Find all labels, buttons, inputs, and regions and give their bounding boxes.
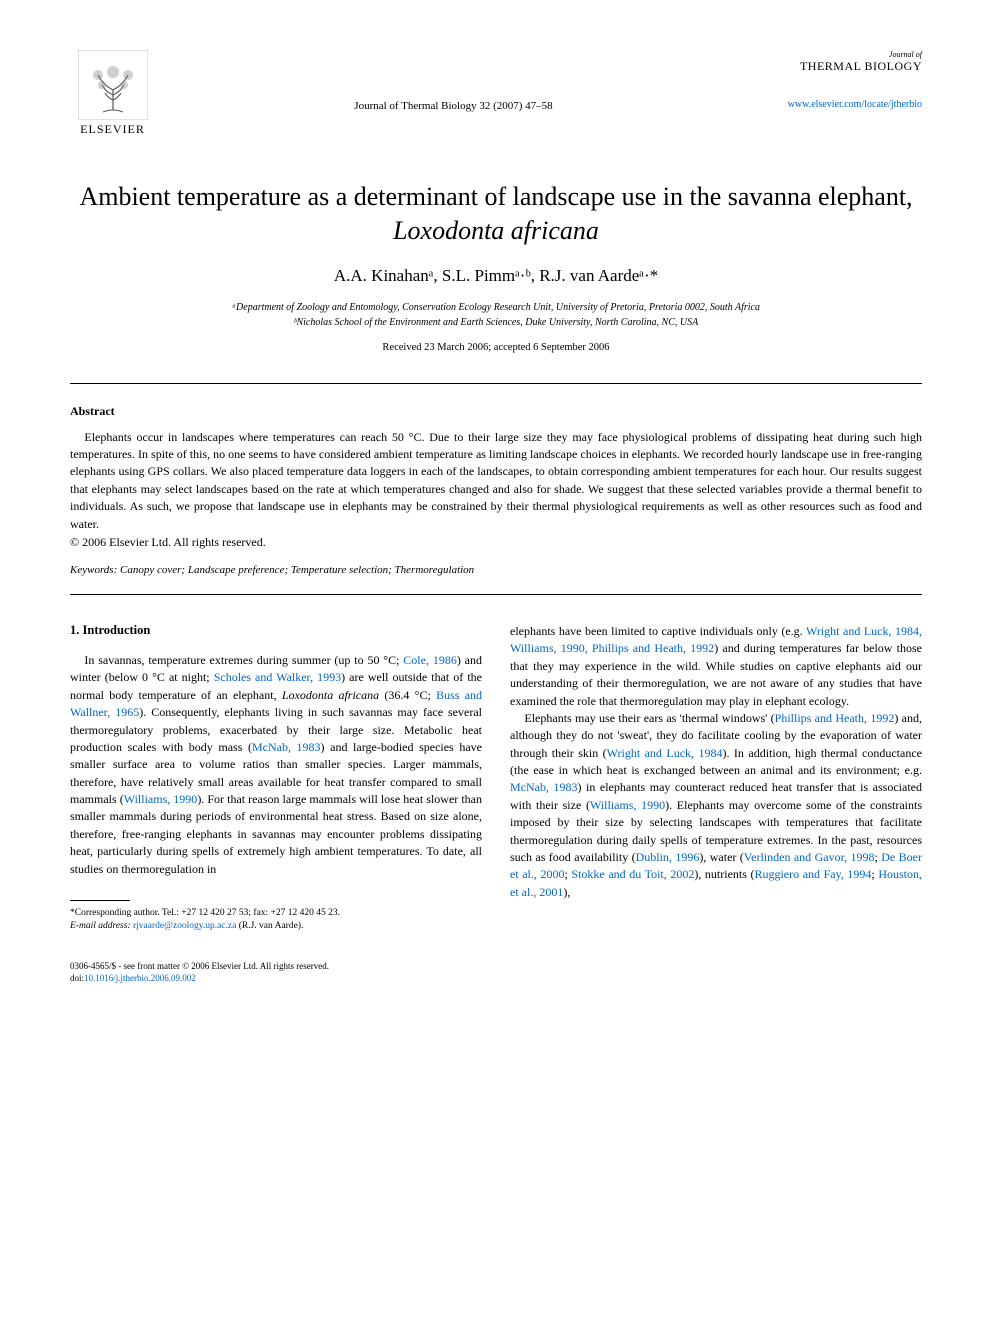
journal-block: Journal of THERMAL BIOLOGY www.elsevier.… <box>752 50 922 110</box>
footnote-email-name: (R.J. van Aarde). <box>239 921 304 931</box>
body-columns: 1. Introduction In savannas, temperature… <box>70 623 922 934</box>
cite-mcnab-1983-a[interactable]: McNab, 1983 <box>252 740 321 754</box>
column-left: 1. Introduction In savannas, temperature… <box>70 623 482 934</box>
authors: A.A. Kinahanᵃ, S.L. Pimmᵃ·ᵇ, R.J. van Aa… <box>70 266 922 286</box>
footer-doi[interactable]: 10.1016/j.jtherbio.2006.09.002 <box>84 973 196 983</box>
journal-name: THERMAL BIOLOGY <box>752 59 922 74</box>
column-right: elephants have been limited to captive i… <box>510 623 922 934</box>
affiliations: ᵃDepartment of Zoology and Entomology, C… <box>70 300 922 330</box>
keywords-label: Keywords: <box>70 564 117 576</box>
rule-bottom <box>70 594 922 595</box>
cite-williams-1990-b[interactable]: Williams, 1990 <box>590 798 665 812</box>
footnote-rule <box>70 900 130 901</box>
article-dates: Received 23 March 2006; accepted 6 Septe… <box>70 342 922 353</box>
affiliation-b: ᵇNicholas School of the Environment and … <box>70 315 922 330</box>
cite-verlinden-gavor-1998[interactable]: Verlinden and Gavor, 1998 <box>744 850 875 864</box>
cite-scholes-walker-1993[interactable]: Scholes and Walker, 1993 <box>214 670 341 684</box>
species-loxodonta: Loxodonta africana <box>282 688 379 702</box>
corresponding-author-footnote: *Corresponding author. Tel.: +27 12 420 … <box>70 907 482 934</box>
footnote-email-label: E-mail address: <box>70 921 131 931</box>
footnote-corr: *Corresponding author. Tel.: +27 12 420 … <box>70 907 482 920</box>
cite-stokke-dutoit-2002[interactable]: Stokke and du Toit, 2002 <box>571 867 694 881</box>
footnote-email[interactable]: rjvaarde@zoology.up.ac.za <box>133 921 236 931</box>
header: ELSEVIER Journal of Thermal Biology 32 (… <box>70 50 922 145</box>
abstract-body: Elephants occur in landscapes where temp… <box>70 429 922 533</box>
title-main: Ambient temperature as a determinant of … <box>79 182 912 211</box>
cite-cole-1986[interactable]: Cole, 1986 <box>403 653 457 667</box>
section-1-heading: 1. Introduction <box>70 623 482 638</box>
page-footer: 0306-4565/$ - see front matter © 2006 El… <box>70 960 922 985</box>
cite-williams-1990-a[interactable]: Williams, 1990 <box>124 792 198 806</box>
journal-link[interactable]: www.elsevier.com/locate/jtherbio <box>752 99 922 110</box>
cite-phillips-heath-1992[interactable]: Phillips and Heath, 1992 <box>775 711 895 725</box>
cite-wright-luck-1984[interactable]: Wright and Luck, 1984 <box>607 746 723 760</box>
title-species: Loxodonta africana <box>393 216 599 245</box>
keywords: Keywords: Canopy cover; Landscape prefer… <box>70 564 922 576</box>
affiliation-a: ᵃDepartment of Zoology and Entomology, C… <box>70 300 922 315</box>
intro-para-left: In savannas, temperature extremes during… <box>70 652 482 878</box>
publisher-name: ELSEVIER <box>80 122 145 137</box>
cite-dublin-1996[interactable]: Dublin, 1996 <box>636 850 700 864</box>
journal-superhead: Journal of <box>752 50 922 59</box>
publisher-logo: ELSEVIER <box>70 50 155 145</box>
rule-top <box>70 383 922 384</box>
abstract-copyright: © 2006 Elsevier Ltd. All rights reserved… <box>70 535 922 550</box>
cite-mcnab-1983-b[interactable]: McNab, 1983 <box>510 780 578 794</box>
journal-reference: Journal of Thermal Biology 32 (2007) 47–… <box>155 50 752 112</box>
footer-doi-label: doi: <box>70 973 84 983</box>
article-title: Ambient temperature as a determinant of … <box>70 180 922 248</box>
abstract-heading: Abstract <box>70 404 922 419</box>
footer-copyright: 0306-4565/$ - see front matter © 2006 El… <box>70 960 922 973</box>
intro-para-right: elephants have been limited to captive i… <box>510 623 922 901</box>
keywords-list: Canopy cover; Landscape preference; Temp… <box>120 564 474 576</box>
elsevier-tree-icon <box>78 50 148 120</box>
cite-ruggiero-fay-1994[interactable]: Ruggiero and Fay, 1994 <box>754 867 871 881</box>
